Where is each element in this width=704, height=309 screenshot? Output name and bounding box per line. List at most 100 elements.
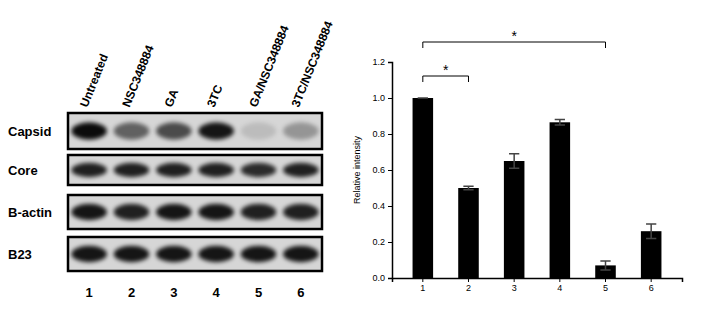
x-tick: 3 bbox=[512, 278, 517, 293]
y-tick-mark bbox=[388, 98, 392, 99]
blot: UntreatedNSC348884GA 3TC GA/NSC3488843TC/N… bbox=[8, 19, 336, 300]
band bbox=[198, 163, 234, 177]
row-label: B23 bbox=[8, 247, 32, 262]
band bbox=[156, 122, 192, 139]
band bbox=[241, 163, 277, 177]
y-tick-label: 0.2 bbox=[372, 237, 385, 247]
y-tick-label: 1.2 bbox=[372, 57, 385, 67]
y-tick: 0.2 bbox=[372, 237, 392, 247]
x-tick-label: 2 bbox=[466, 283, 471, 293]
band bbox=[241, 246, 277, 262]
lane-label: 3TC/NSC348884 bbox=[289, 19, 336, 109]
blot-panel bbox=[68, 237, 322, 271]
band bbox=[283, 246, 319, 262]
blot-panel bbox=[68, 113, 322, 149]
x-tick-label: 3 bbox=[512, 283, 517, 293]
y-tick-mark bbox=[388, 206, 392, 207]
lane-label: GA/NSC348884 bbox=[246, 23, 292, 109]
error-bar bbox=[600, 261, 610, 270]
significance-label: * bbox=[511, 28, 517, 44]
y-tick: 0.4 bbox=[372, 201, 392, 211]
band bbox=[114, 163, 150, 177]
x-tick-label: 6 bbox=[649, 283, 654, 293]
error-bar bbox=[463, 186, 473, 190]
y-tick-mark bbox=[388, 170, 392, 171]
y-tick-label: 0.8 bbox=[372, 129, 385, 139]
x-tick: 1 bbox=[420, 278, 425, 293]
error-bar bbox=[509, 154, 519, 168]
error-bar bbox=[418, 97, 428, 99]
y-tick-label: 0.6 bbox=[372, 165, 385, 175]
band bbox=[71, 163, 107, 177]
lane-label: 3TC bbox=[204, 83, 226, 110]
band bbox=[156, 163, 192, 177]
band bbox=[114, 204, 150, 220]
significance-label: * bbox=[443, 62, 449, 78]
band bbox=[114, 122, 150, 139]
lane-label: Untreated bbox=[77, 52, 111, 109]
y-tick: 0.6 bbox=[372, 165, 392, 175]
figure: UntreatedNSC348884GA 3TC GA/NSC3488843TC/N… bbox=[0, 0, 704, 309]
x-axis: 1 2 3 4 5 6 bbox=[393, 278, 683, 293]
band bbox=[114, 246, 150, 262]
x-tick-mark bbox=[651, 278, 652, 282]
y-tick: 0.0 bbox=[372, 273, 392, 283]
band bbox=[71, 246, 107, 262]
band bbox=[156, 246, 192, 262]
error-bar bbox=[646, 224, 656, 238]
y-axis-title: Relative intensity bbox=[352, 135, 362, 204]
bar bbox=[458, 188, 479, 278]
x-tick-mark bbox=[559, 278, 560, 282]
x-tick: 4 bbox=[557, 278, 562, 293]
lane-number: 2 bbox=[128, 285, 135, 300]
y-tick-mark bbox=[388, 134, 392, 135]
row-label: Core bbox=[8, 163, 38, 178]
band bbox=[283, 122, 319, 139]
row-label: B-actin bbox=[8, 205, 52, 220]
y-tick: 1.2 bbox=[372, 57, 392, 67]
y-tick-label: 1.0 bbox=[372, 93, 385, 103]
bar bbox=[504, 161, 525, 278]
band bbox=[241, 204, 277, 220]
x-tick-mark bbox=[605, 278, 606, 282]
blot-panel bbox=[68, 195, 322, 229]
y-axis: 0.0 0.2 0.4 0.6 0.8 1.0 1.2 bbox=[372, 57, 392, 283]
x-tick-label: 5 bbox=[603, 283, 608, 293]
y-axis-line bbox=[388, 63, 393, 279]
y-tick-mark bbox=[388, 62, 392, 63]
x-tick: 2 bbox=[466, 278, 471, 293]
y-tick-label: 0.4 bbox=[372, 201, 385, 211]
x-tick: 5 bbox=[603, 278, 608, 293]
band bbox=[241, 122, 277, 139]
bar bbox=[413, 98, 434, 278]
band bbox=[71, 122, 107, 139]
band bbox=[283, 163, 319, 177]
bar bbox=[550, 122, 571, 278]
band bbox=[283, 204, 319, 220]
band bbox=[156, 204, 192, 220]
band bbox=[198, 246, 234, 262]
lane-label: GA bbox=[162, 87, 182, 109]
row-label: Capsid bbox=[8, 124, 51, 139]
blot-panel bbox=[68, 155, 322, 185]
lane-number: 1 bbox=[86, 285, 93, 300]
band bbox=[71, 204, 107, 220]
lane-label: NSC348884 bbox=[119, 43, 157, 109]
x-tick: 6 bbox=[649, 278, 654, 293]
x-tick-mark bbox=[514, 278, 515, 282]
y-tick-mark bbox=[388, 242, 392, 243]
band bbox=[198, 204, 234, 220]
y-tick: 1.0 bbox=[372, 93, 392, 103]
error-bar bbox=[555, 120, 565, 125]
band bbox=[198, 122, 234, 139]
x-tick-label: 1 bbox=[420, 283, 425, 293]
plot-area bbox=[413, 98, 662, 278]
lane-number: 4 bbox=[213, 285, 221, 300]
lane-number: 5 bbox=[255, 285, 262, 300]
y-tick-label: 0.0 bbox=[372, 273, 385, 283]
x-tick-label: 4 bbox=[557, 283, 562, 293]
lane-number: 6 bbox=[297, 285, 304, 300]
y-tick: 0.8 bbox=[372, 129, 392, 139]
lane-number: 3 bbox=[170, 285, 177, 300]
y-tick-mark bbox=[388, 278, 392, 279]
